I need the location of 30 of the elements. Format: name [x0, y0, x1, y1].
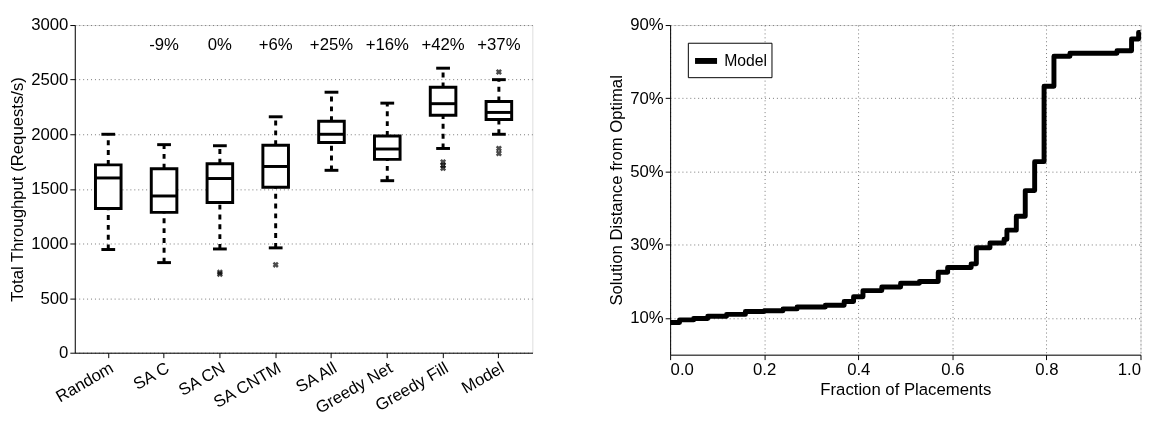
y-tick-label: 70% [630, 88, 664, 108]
x-tick-label: 0.0 [670, 359, 694, 379]
y-tick-label: 50% [630, 161, 664, 181]
annotation: +16% [365, 34, 410, 54]
y-tick-label: 3000 [31, 15, 69, 35]
y-tick-label: 90% [630, 15, 664, 35]
y-axis-title: Solution Distance from Optimal [607, 75, 627, 306]
x-tick-label: 0.8 [1035, 359, 1059, 379]
x-tick-label: 0.2 [753, 359, 777, 379]
x-tick-label: 1.0 [1117, 359, 1141, 379]
annotation: +37% [477, 34, 521, 54]
annotation: 0% [207, 34, 233, 54]
legend-label: Model [724, 51, 768, 69]
y-tick-label: 500 [40, 288, 69, 308]
y-tick-label: 2000 [31, 124, 69, 144]
x-axis-title: Fraction of Placements [820, 379, 992, 399]
annotation: -9% [149, 34, 180, 54]
y-tick-label: 0 [59, 343, 69, 363]
y-tick-label: 30% [630, 235, 664, 255]
annotation: +6% [258, 34, 293, 54]
x-tick-label: 0.6 [941, 359, 965, 379]
y-tick-label: 1500 [31, 179, 69, 199]
y-tick-label: 2500 [31, 70, 69, 90]
y-axis-title: Total Throughput (Requests/s) [8, 77, 28, 302]
y-tick-label: 1000 [31, 233, 69, 253]
annotation: +25% [309, 34, 354, 54]
x-tick-label: 0.4 [847, 359, 871, 379]
annotation: +42% [421, 34, 465, 54]
y-tick-label: 10% [630, 308, 664, 328]
x-tick-label: SA C [129, 358, 173, 394]
